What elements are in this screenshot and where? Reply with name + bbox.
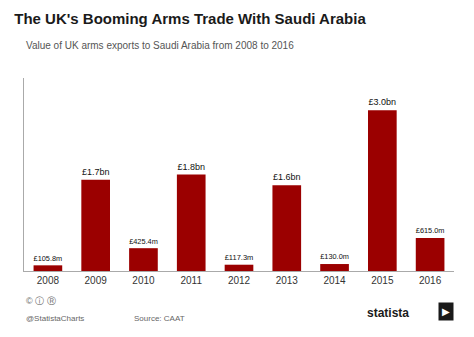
svg-text:2009: 2009 xyxy=(85,275,108,286)
svg-text:▶: ▶ xyxy=(442,306,450,317)
svg-text:£105.8m: £105.8m xyxy=(34,254,63,263)
svg-text:2015: 2015 xyxy=(371,275,394,286)
svg-text:Source: CAAT: Source: CAAT xyxy=(134,314,185,323)
svg-text:The UK's Booming Arms Trade Wi: The UK's Booming Arms Trade With Saudi A… xyxy=(14,10,366,27)
svg-text:2012: 2012 xyxy=(228,275,251,286)
svg-text:2014: 2014 xyxy=(323,275,346,286)
svg-text:Value of UK arms exports to Sa: Value of UK arms exports to Saudi Arabia… xyxy=(26,40,294,51)
svg-text:£615.0m: £615.0m xyxy=(416,226,445,235)
svg-text:£130.0m: £130.0m xyxy=(320,252,349,261)
svg-text:2010: 2010 xyxy=(132,275,155,286)
svg-text:© ⓘ Ⓡ: © ⓘ Ⓡ xyxy=(26,296,56,306)
svg-text:2008: 2008 xyxy=(37,275,60,286)
svg-text:£1.6bn: £1.6bn xyxy=(273,172,301,182)
svg-text:2011: 2011 xyxy=(180,275,202,286)
svg-text:2013: 2013 xyxy=(276,275,299,286)
svg-text:statista: statista xyxy=(367,306,409,320)
svg-text:£117.3m: £117.3m xyxy=(225,253,254,262)
svg-text:£3.0bn: £3.0bn xyxy=(369,97,397,107)
svg-text:£1.7bn: £1.7bn xyxy=(82,167,110,177)
svg-text:@StatistaCharts: @StatistaCharts xyxy=(26,314,84,323)
svg-text:2016: 2016 xyxy=(419,275,442,286)
svg-text:£425.4m: £425.4m xyxy=(129,237,158,246)
svg-text:£1.8bn: £1.8bn xyxy=(177,162,205,172)
